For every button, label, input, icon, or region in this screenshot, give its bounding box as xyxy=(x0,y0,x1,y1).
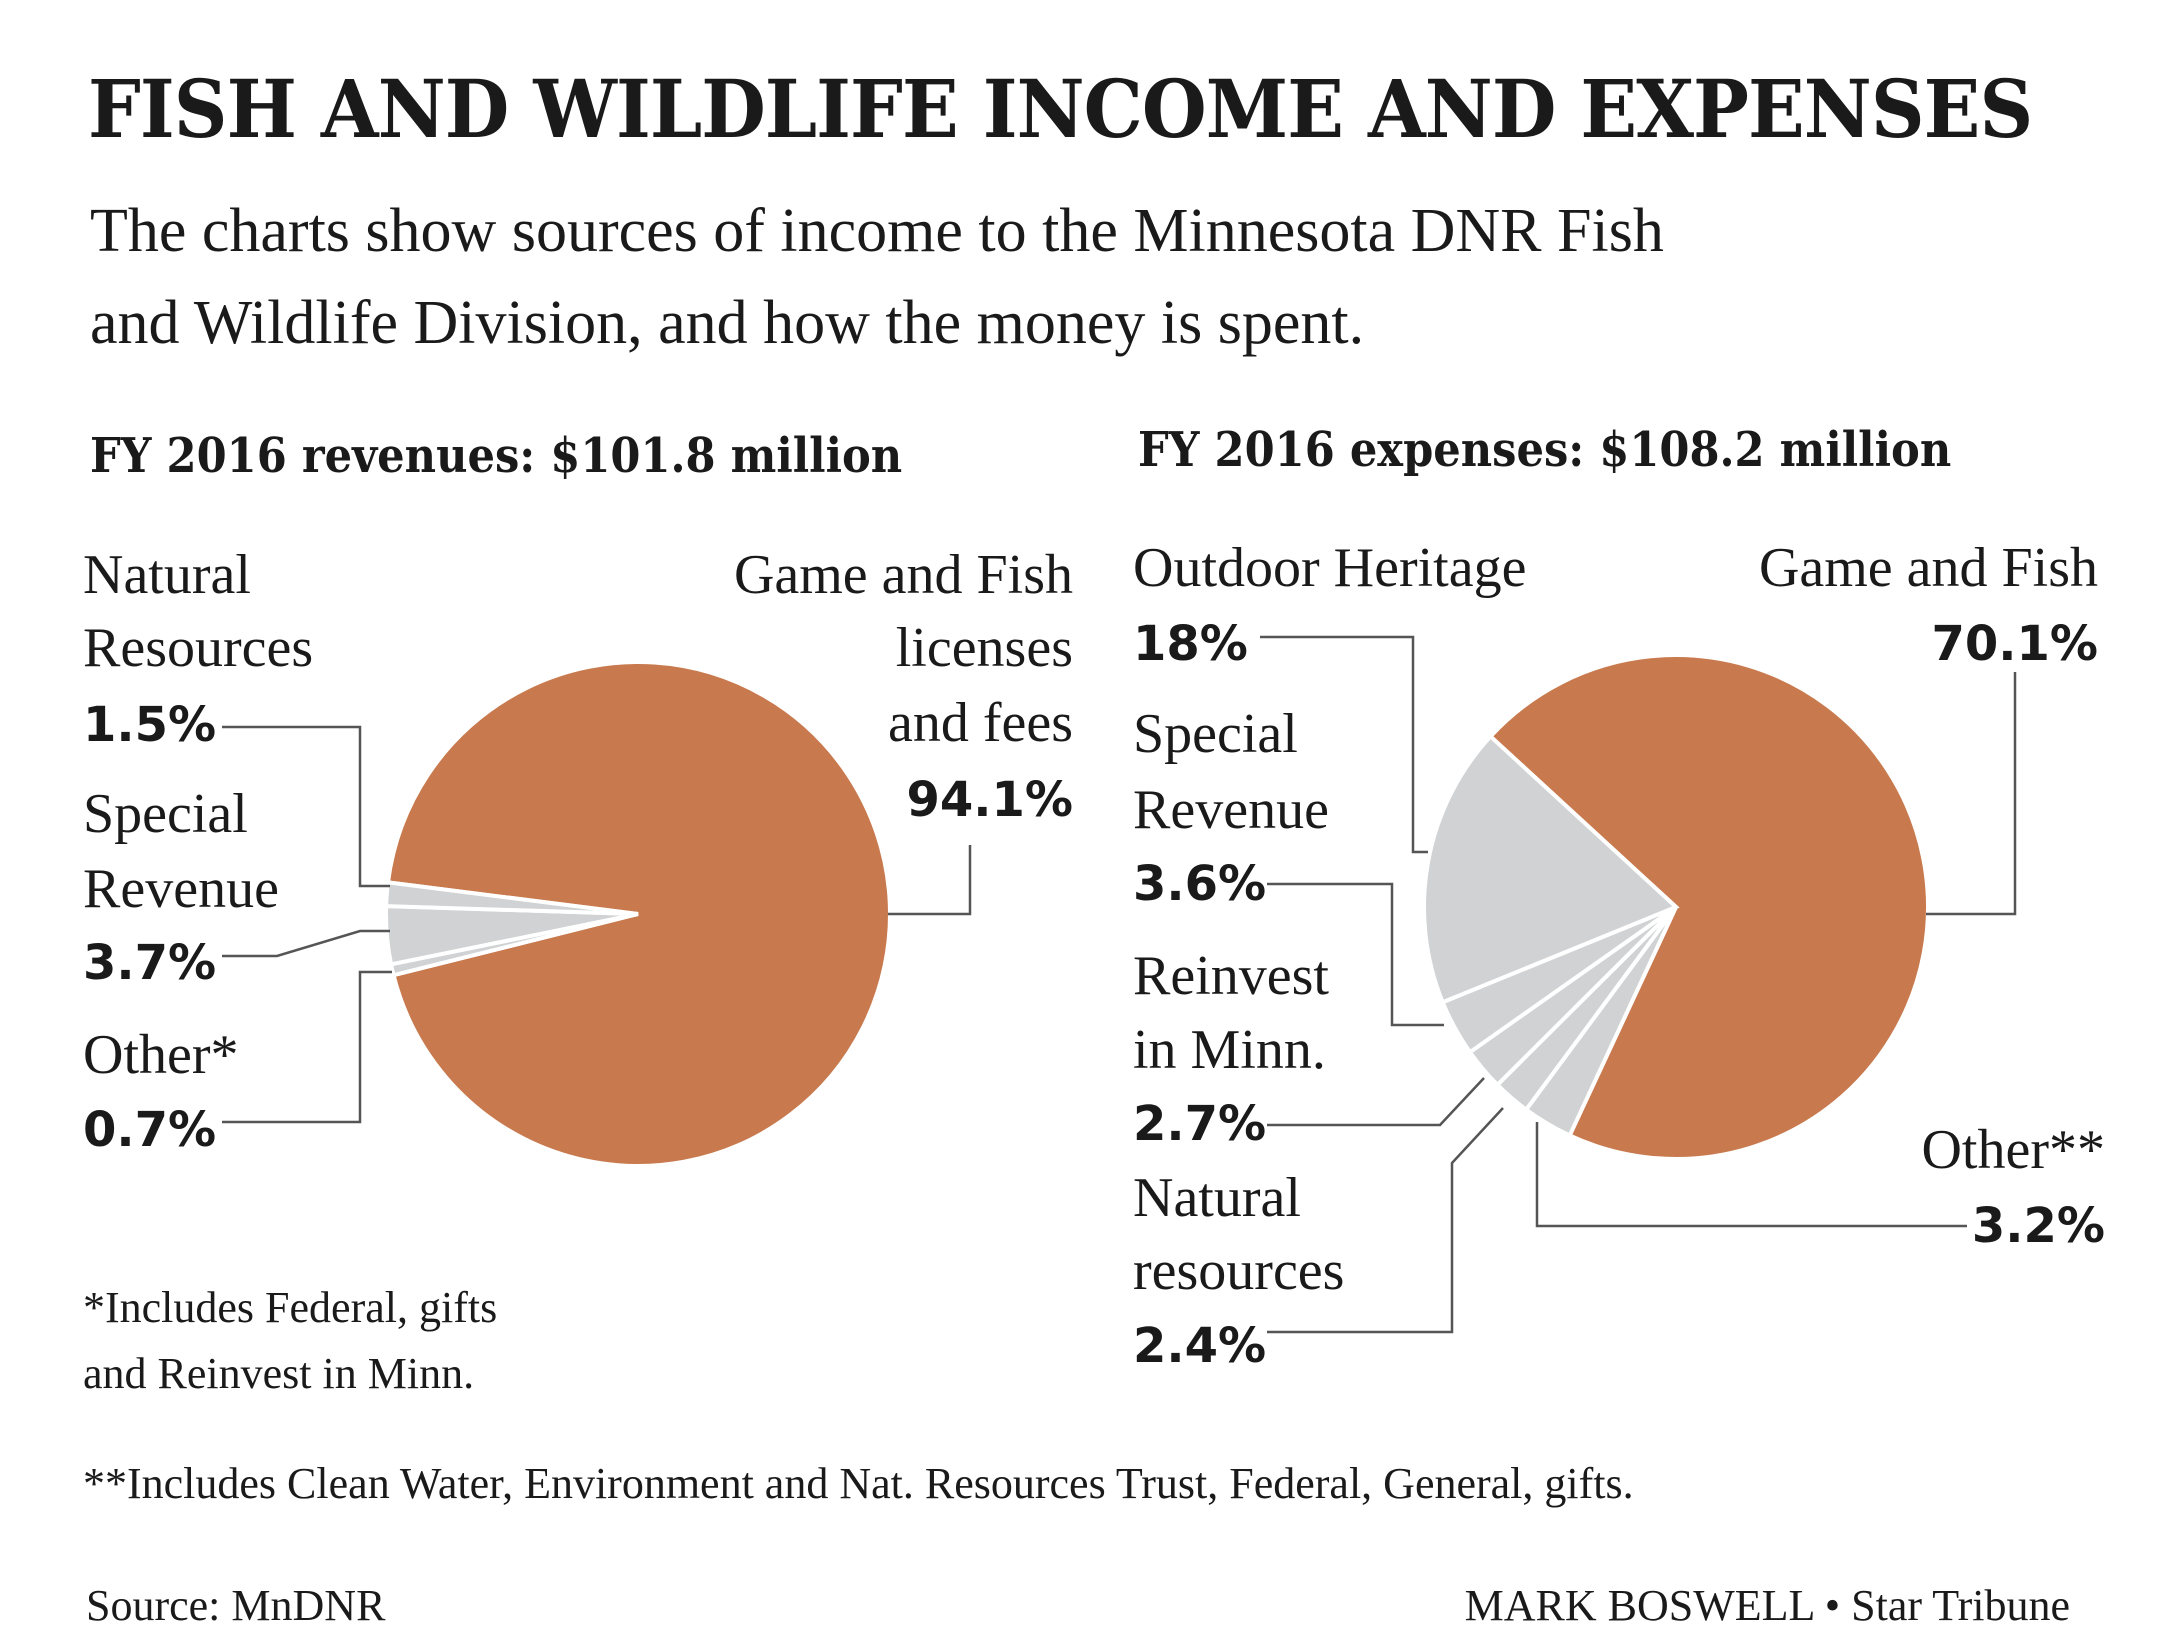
label-special-revenue: Revenue xyxy=(83,858,279,920)
leader-line-8 xyxy=(1535,1122,1967,1228)
pct-natural-resources: 2.4% xyxy=(1133,1318,1267,1374)
leader-line-2 xyxy=(222,970,392,1124)
pct-natural-resources: 1.5% xyxy=(83,697,217,753)
pct-other: 3.2% xyxy=(1971,1198,2105,1254)
pct-special-revenue: 3.7% xyxy=(83,935,217,991)
label-natural-resources: Resources xyxy=(83,617,314,679)
label-natural-resources: Natural xyxy=(1133,1167,1301,1229)
subtitle-line-2: and Wildlife Division, and how the money… xyxy=(90,289,1365,357)
pct-outdoor-heritage: 18% xyxy=(1133,616,1248,672)
label-natural-resources: Natural xyxy=(83,544,251,606)
pie-slice-0-3 xyxy=(384,880,639,916)
pie-slice-1-5 xyxy=(1422,733,1680,1005)
leader-line-9 xyxy=(1926,672,2017,916)
label-special-revenue: Revenue xyxy=(1133,779,1329,841)
label-game-fish: Game and Fish xyxy=(733,544,1073,606)
label-special-revenue: Special xyxy=(1133,703,1298,765)
label-other: Other** xyxy=(1921,1119,2105,1181)
pie-slice-1-0 xyxy=(1487,653,1930,1161)
chart-title: FISH AND WILDLIFE INCOME AND EXPENSES xyxy=(88,62,2033,156)
pct-game-fish: 70.1% xyxy=(1931,616,2098,672)
leader-line-3 xyxy=(888,845,972,916)
leader-line-5 xyxy=(1267,882,1444,1027)
source: Source: MnDNR xyxy=(86,1581,386,1630)
credit: MARK BOSWELL • Star Tribune xyxy=(1464,1581,2070,1630)
leader-line-7 xyxy=(1267,1107,1504,1334)
leader-line-0 xyxy=(222,725,390,888)
leader-line-4 xyxy=(1260,635,1428,854)
pie-slice-0-0 xyxy=(385,660,892,1168)
label-outdoor-heritage: Outdoor Heritage xyxy=(1133,537,1527,599)
label-game-fish: licenses xyxy=(895,617,1073,679)
expenses-title: FY 2016 expenses: $108.2 million xyxy=(1138,422,1952,478)
pct-game-fish: 94.1% xyxy=(906,772,1073,828)
label-game-fish: and fees xyxy=(887,692,1073,754)
footnote-bottom: **Includes Clean Water, Environment and … xyxy=(83,1459,1634,1508)
label-game-fish: Game and Fish xyxy=(1758,537,2098,599)
label-reinvest: in Minn. xyxy=(1133,1019,1326,1081)
footnote-left: *Includes Federal, gifts xyxy=(83,1283,498,1332)
label-special-revenue: Special xyxy=(83,783,248,845)
leader-line-6 xyxy=(1267,1077,1485,1127)
pct-reinvest: 2.7% xyxy=(1133,1096,1267,1152)
footnote-left: and Reinvest in Minn. xyxy=(83,1349,475,1398)
label-other: Other* xyxy=(83,1024,239,1086)
label-natural-resources: resources xyxy=(1133,1240,1345,1302)
pct-other: 0.7% xyxy=(83,1102,217,1158)
subtitle-line-1: The charts show sources of income to the… xyxy=(90,197,1664,265)
pct-special-revenue: 3.6% xyxy=(1133,856,1267,912)
label-reinvest: Reinvest xyxy=(1133,945,1329,1007)
leader-line-1 xyxy=(222,929,390,958)
revenues-title: FY 2016 revenues: $101.8 million xyxy=(90,428,903,484)
